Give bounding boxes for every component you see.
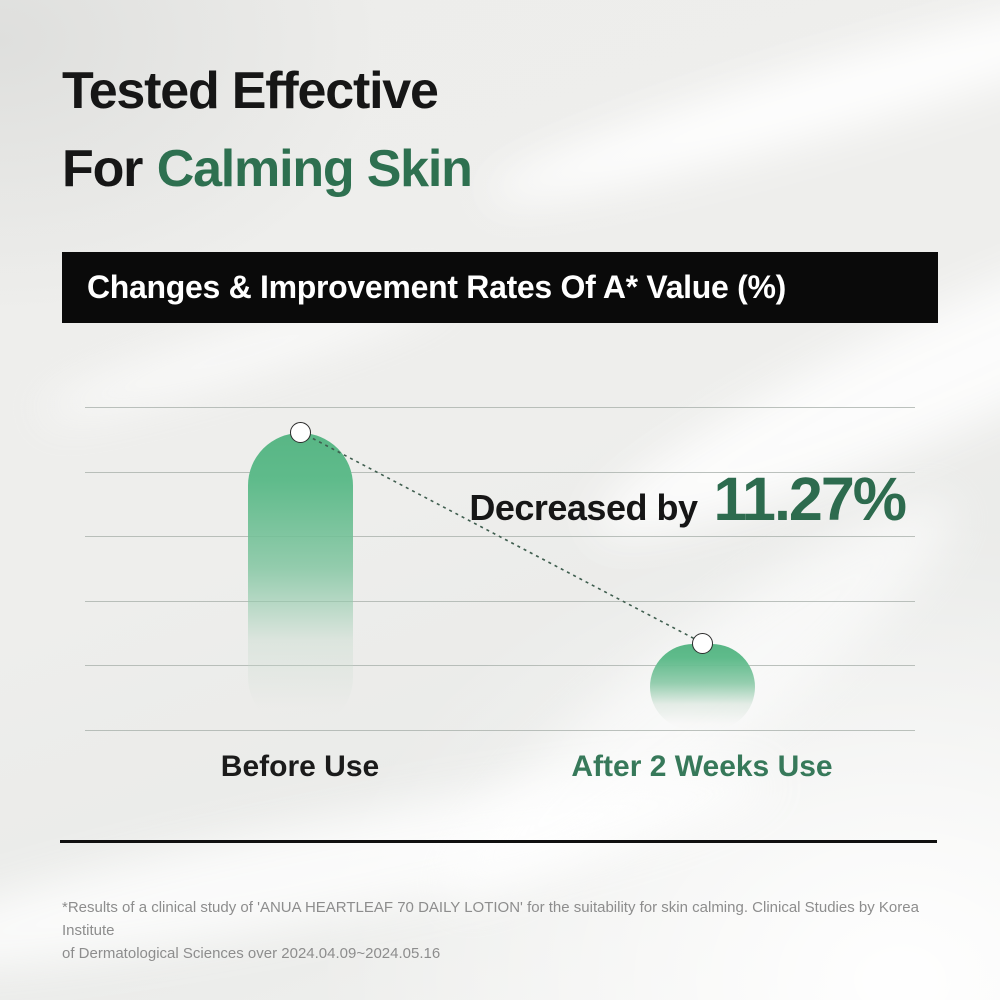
bar-chart xyxy=(85,407,915,731)
gridline xyxy=(85,407,915,408)
decrease-prefix: Decreased by xyxy=(469,487,698,528)
footnote: *Results of a clinical study of 'ANUA HE… xyxy=(62,896,952,965)
footnote-line-2: of Dermatological Sciences over 2024.04.… xyxy=(62,945,441,962)
cream-swirl-highlight xyxy=(474,0,1000,231)
decrease-value: 11.27% xyxy=(713,465,907,533)
data-point-marker-before xyxy=(290,421,311,443)
stats-banner: Changes & Improvement Rates Of A* Value … xyxy=(62,252,938,323)
decrease-annotation: Decreased by 11.27% xyxy=(469,464,907,534)
gridline xyxy=(85,730,915,731)
gridline xyxy=(85,665,915,666)
page-title: Tested Effective For Calming Skin xyxy=(62,52,473,208)
gridline xyxy=(85,601,915,602)
title-line-2: For Calming Skin xyxy=(62,130,473,208)
title-line-1: Tested Effective xyxy=(62,62,439,120)
bar-before-use xyxy=(248,433,353,730)
category-label-after: After 2 Weeks Use xyxy=(571,750,833,783)
footnote-line-1: *Results of a clinical study of 'ANUA HE… xyxy=(62,899,919,939)
title-line2-prefix: For xyxy=(62,140,143,198)
bar-after-2-weeks-use xyxy=(650,644,755,730)
stats-banner-label: Changes & Improvement Rates Of A* Value … xyxy=(87,269,786,305)
data-point-marker-after xyxy=(692,632,713,654)
title-highlight: Calming Skin xyxy=(156,140,473,198)
divider-line xyxy=(60,840,937,843)
gridline xyxy=(85,536,915,537)
category-label-before: Before Use xyxy=(220,750,380,783)
